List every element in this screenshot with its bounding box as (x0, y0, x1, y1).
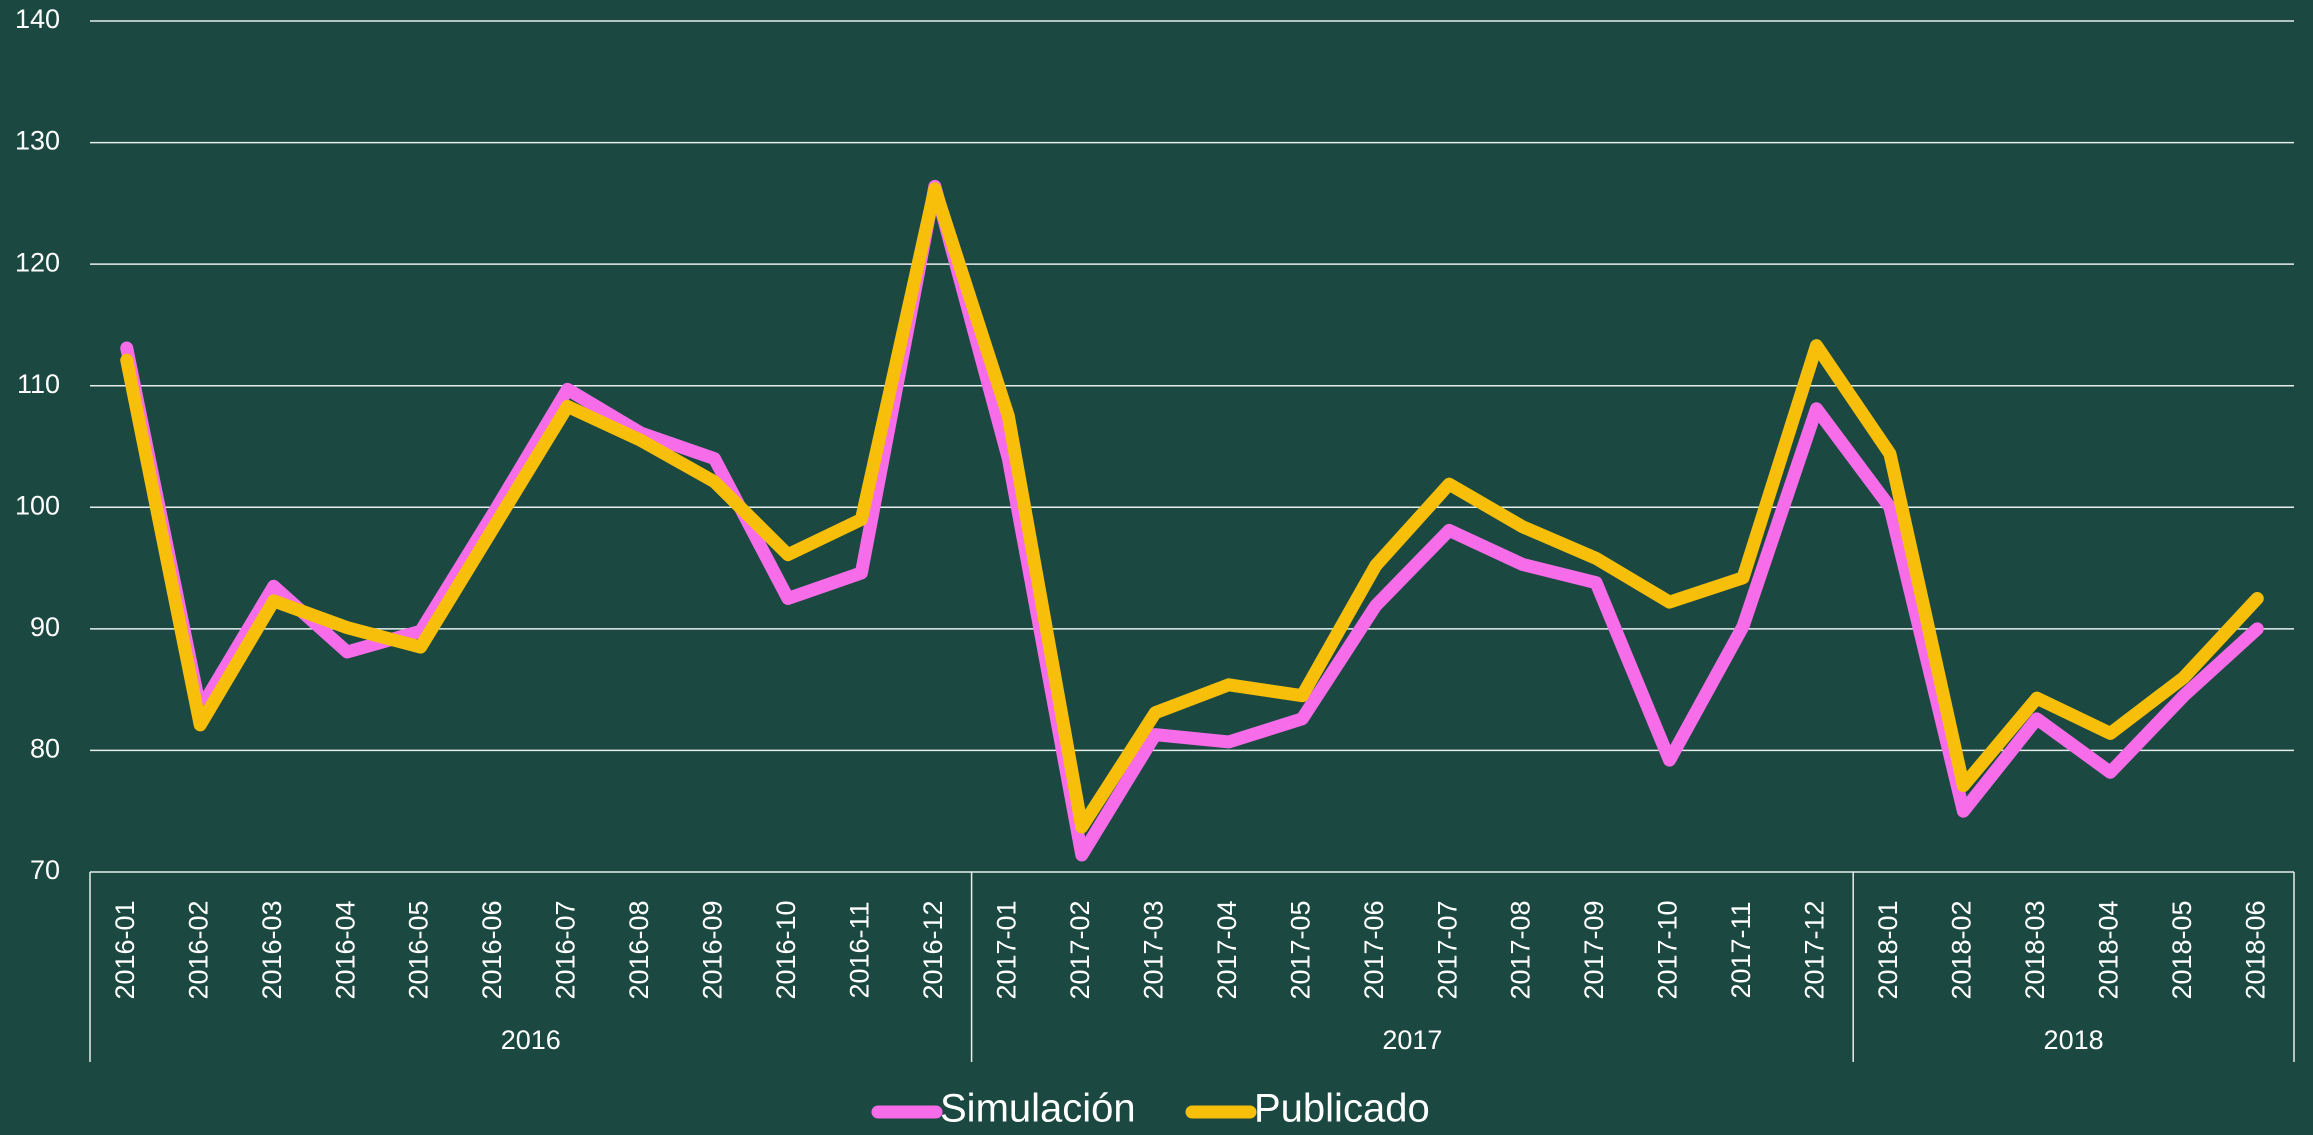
x-tick-label: 2017-01 (991, 900, 1021, 999)
x-tick-label: 2018-03 (2020, 900, 2050, 999)
series-line (120, 182, 2264, 834)
x-tick-label: 2016-11 (845, 901, 875, 998)
x-tick-label: 2017-05 (1285, 900, 1315, 999)
x-tick-label: 2016-06 (477, 900, 507, 999)
group-label: 2016 (501, 1025, 561, 1055)
x-tick-label: 2017-12 (1800, 900, 1830, 999)
x-tick-label: 2016-03 (257, 900, 287, 999)
legend-label: Publicado (1254, 1087, 1430, 1131)
x-tick-label: 2017-03 (1138, 900, 1168, 999)
group-label: 2018 (2044, 1025, 2104, 1055)
x-tick-label: 2016-05 (404, 900, 434, 999)
x-tick-label: 2017-07 (1432, 900, 1462, 999)
y-tick-label: 120 (15, 247, 60, 277)
y-tick-label: 100 (15, 490, 60, 520)
x-tick-label: 2016-07 (551, 900, 581, 999)
group-label: 2017 (1382, 1025, 1442, 1055)
legend-label: Simulación (940, 1087, 1136, 1131)
x-tick-label: 2017-09 (1579, 900, 1609, 999)
y-tick-label: 90 (30, 612, 60, 642)
x-tick-label: 2018-01 (1873, 900, 1903, 999)
x-tick-label: 2018-04 (2093, 900, 2123, 999)
x-tick-label: 2017-04 (1212, 900, 1242, 999)
x-tick-label: 2017-08 (1506, 900, 1536, 999)
x-tick-label: 2016-10 (771, 900, 801, 999)
x-tick-label: 2018-06 (2240, 900, 2270, 999)
x-tick-label: 2017-02 (1065, 900, 1095, 999)
y-tick-label: 70 (30, 855, 60, 885)
x-tick-label: 2018-05 (2167, 900, 2197, 999)
x-tick-label: 2017-06 (1359, 900, 1389, 999)
y-tick-label: 140 (15, 4, 60, 34)
x-tick-label: 2017-11 (1726, 901, 1756, 998)
x-tick-label: 2016-09 (698, 900, 728, 999)
series-line (120, 179, 2264, 862)
x-tick-label: 2016-12 (918, 900, 948, 999)
x-tick-label: 2016-01 (110, 900, 140, 999)
x-tick-label: 2016-08 (624, 900, 654, 999)
x-tick-label: 2016-04 (330, 900, 360, 999)
x-tick-label: 2017-10 (1653, 900, 1683, 999)
y-tick-label: 80 (30, 734, 60, 764)
x-tick-label: 2018-02 (1947, 900, 1977, 999)
y-tick-label: 110 (17, 369, 60, 399)
x-tick-label: 2016-02 (183, 900, 213, 999)
y-tick-label: 130 (15, 126, 60, 156)
